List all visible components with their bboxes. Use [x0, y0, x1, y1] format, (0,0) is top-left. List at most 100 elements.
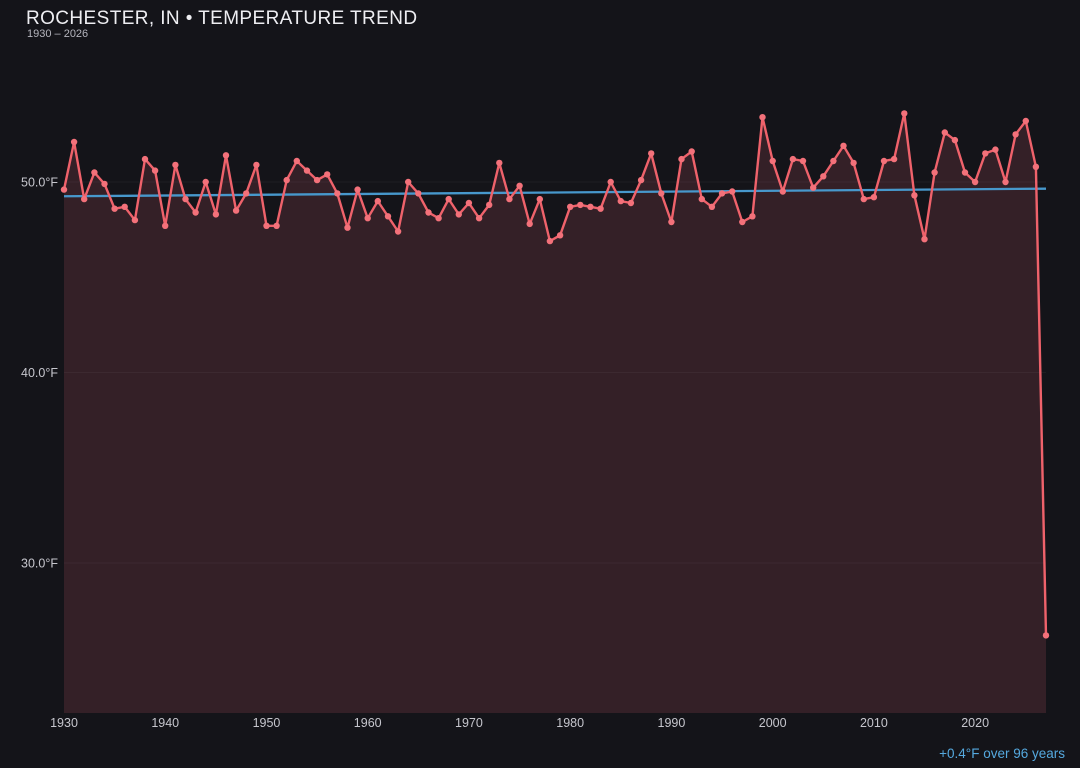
data-point — [435, 215, 442, 222]
data-point — [111, 205, 118, 212]
x-tick-label: 2010 — [860, 716, 888, 730]
data-point — [364, 215, 371, 222]
data-point — [222, 152, 230, 159]
data-point — [658, 190, 665, 197]
data-point — [830, 157, 837, 165]
data-point — [577, 201, 584, 209]
data-point — [769, 157, 776, 165]
x-tick-label: 1980 — [556, 716, 584, 730]
data-point — [921, 236, 928, 243]
data-point — [192, 209, 199, 216]
data-point — [394, 228, 402, 235]
data-point — [850, 159, 857, 167]
x-tick-label: 1950 — [253, 716, 281, 730]
data-point — [465, 199, 473, 207]
data-point — [425, 209, 432, 216]
data-point — [91, 169, 98, 176]
data-point — [526, 220, 533, 228]
x-tick-label: 2020 — [961, 716, 989, 730]
data-point — [1022, 117, 1029, 125]
data-point — [172, 161, 179, 169]
data-point — [475, 215, 483, 222]
y-tick-label: 50.0°F — [21, 176, 58, 190]
data-point — [546, 237, 554, 245]
data-point — [445, 195, 452, 203]
data-point — [212, 211, 220, 218]
data-point — [324, 171, 331, 178]
chart-subtitle: 1930 – 2026 — [27, 28, 89, 40]
data-point — [587, 203, 594, 210]
data-point — [60, 186, 68, 193]
data-point — [1042, 632, 1050, 639]
x-tick-label: 1960 — [354, 716, 382, 730]
data-point — [1012, 131, 1019, 138]
data-point — [992, 146, 999, 153]
data-point — [405, 178, 412, 186]
data-point — [880, 157, 888, 165]
data-point — [556, 232, 564, 239]
data-point — [182, 195, 189, 203]
x-tick-label: 1940 — [151, 716, 179, 730]
data-point — [121, 203, 128, 210]
data-point — [749, 213, 756, 220]
data-point — [637, 176, 645, 184]
data-point — [648, 150, 655, 157]
data-point — [688, 148, 695, 155]
y-tick-label: 40.0°F — [21, 366, 58, 380]
data-point — [516, 182, 523, 189]
data-point — [253, 161, 260, 169]
data-point — [759, 114, 766, 121]
data-point — [941, 129, 948, 136]
x-tick-label: 1970 — [455, 716, 483, 730]
series-line — [62, 112, 1048, 637]
data-point — [344, 224, 351, 231]
data-point — [70, 138, 78, 146]
data-point — [293, 157, 300, 165]
data-point — [729, 188, 736, 195]
data-point — [901, 110, 908, 117]
data-point — [982, 150, 989, 157]
data-point — [617, 197, 624, 205]
data-point — [455, 211, 462, 218]
data-point — [1032, 163, 1040, 170]
data-point — [81, 195, 88, 203]
data-point — [283, 176, 290, 184]
data-point — [101, 180, 108, 188]
data-point — [303, 167, 311, 174]
data-point — [870, 194, 878, 201]
data-point — [597, 205, 604, 212]
data-point — [607, 178, 614, 186]
data-point — [232, 207, 240, 214]
x-tick-label: 2000 — [759, 716, 787, 730]
data-point — [202, 178, 209, 186]
data-point — [860, 195, 867, 203]
data-point — [890, 155, 898, 163]
data-point — [131, 216, 139, 224]
data-point — [567, 203, 574, 210]
data-point — [536, 195, 543, 203]
data-point — [840, 142, 847, 149]
data-point — [1002, 178, 1009, 186]
data-point — [678, 155, 685, 163]
data-point — [708, 203, 716, 210]
data-point — [374, 197, 381, 205]
area-fill — [64, 113, 1046, 713]
trend-line — [63, 187, 1047, 198]
chart-title: ROCHESTER, IN • TEMPERATURE TREND — [26, 8, 418, 29]
data-point — [141, 155, 149, 163]
data-point — [779, 188, 786, 195]
data-point — [151, 167, 159, 174]
x-tick-label: 1990 — [658, 716, 686, 730]
data-point — [496, 159, 503, 167]
data-point — [971, 178, 979, 186]
data-point — [961, 169, 969, 176]
data-point — [627, 199, 635, 207]
data-point — [384, 213, 392, 220]
data-point — [354, 186, 361, 193]
data-point — [810, 184, 817, 191]
data-point — [931, 169, 938, 176]
data-point — [415, 190, 422, 197]
trend-annotation: +0.4°F over 96 years — [939, 746, 1065, 761]
